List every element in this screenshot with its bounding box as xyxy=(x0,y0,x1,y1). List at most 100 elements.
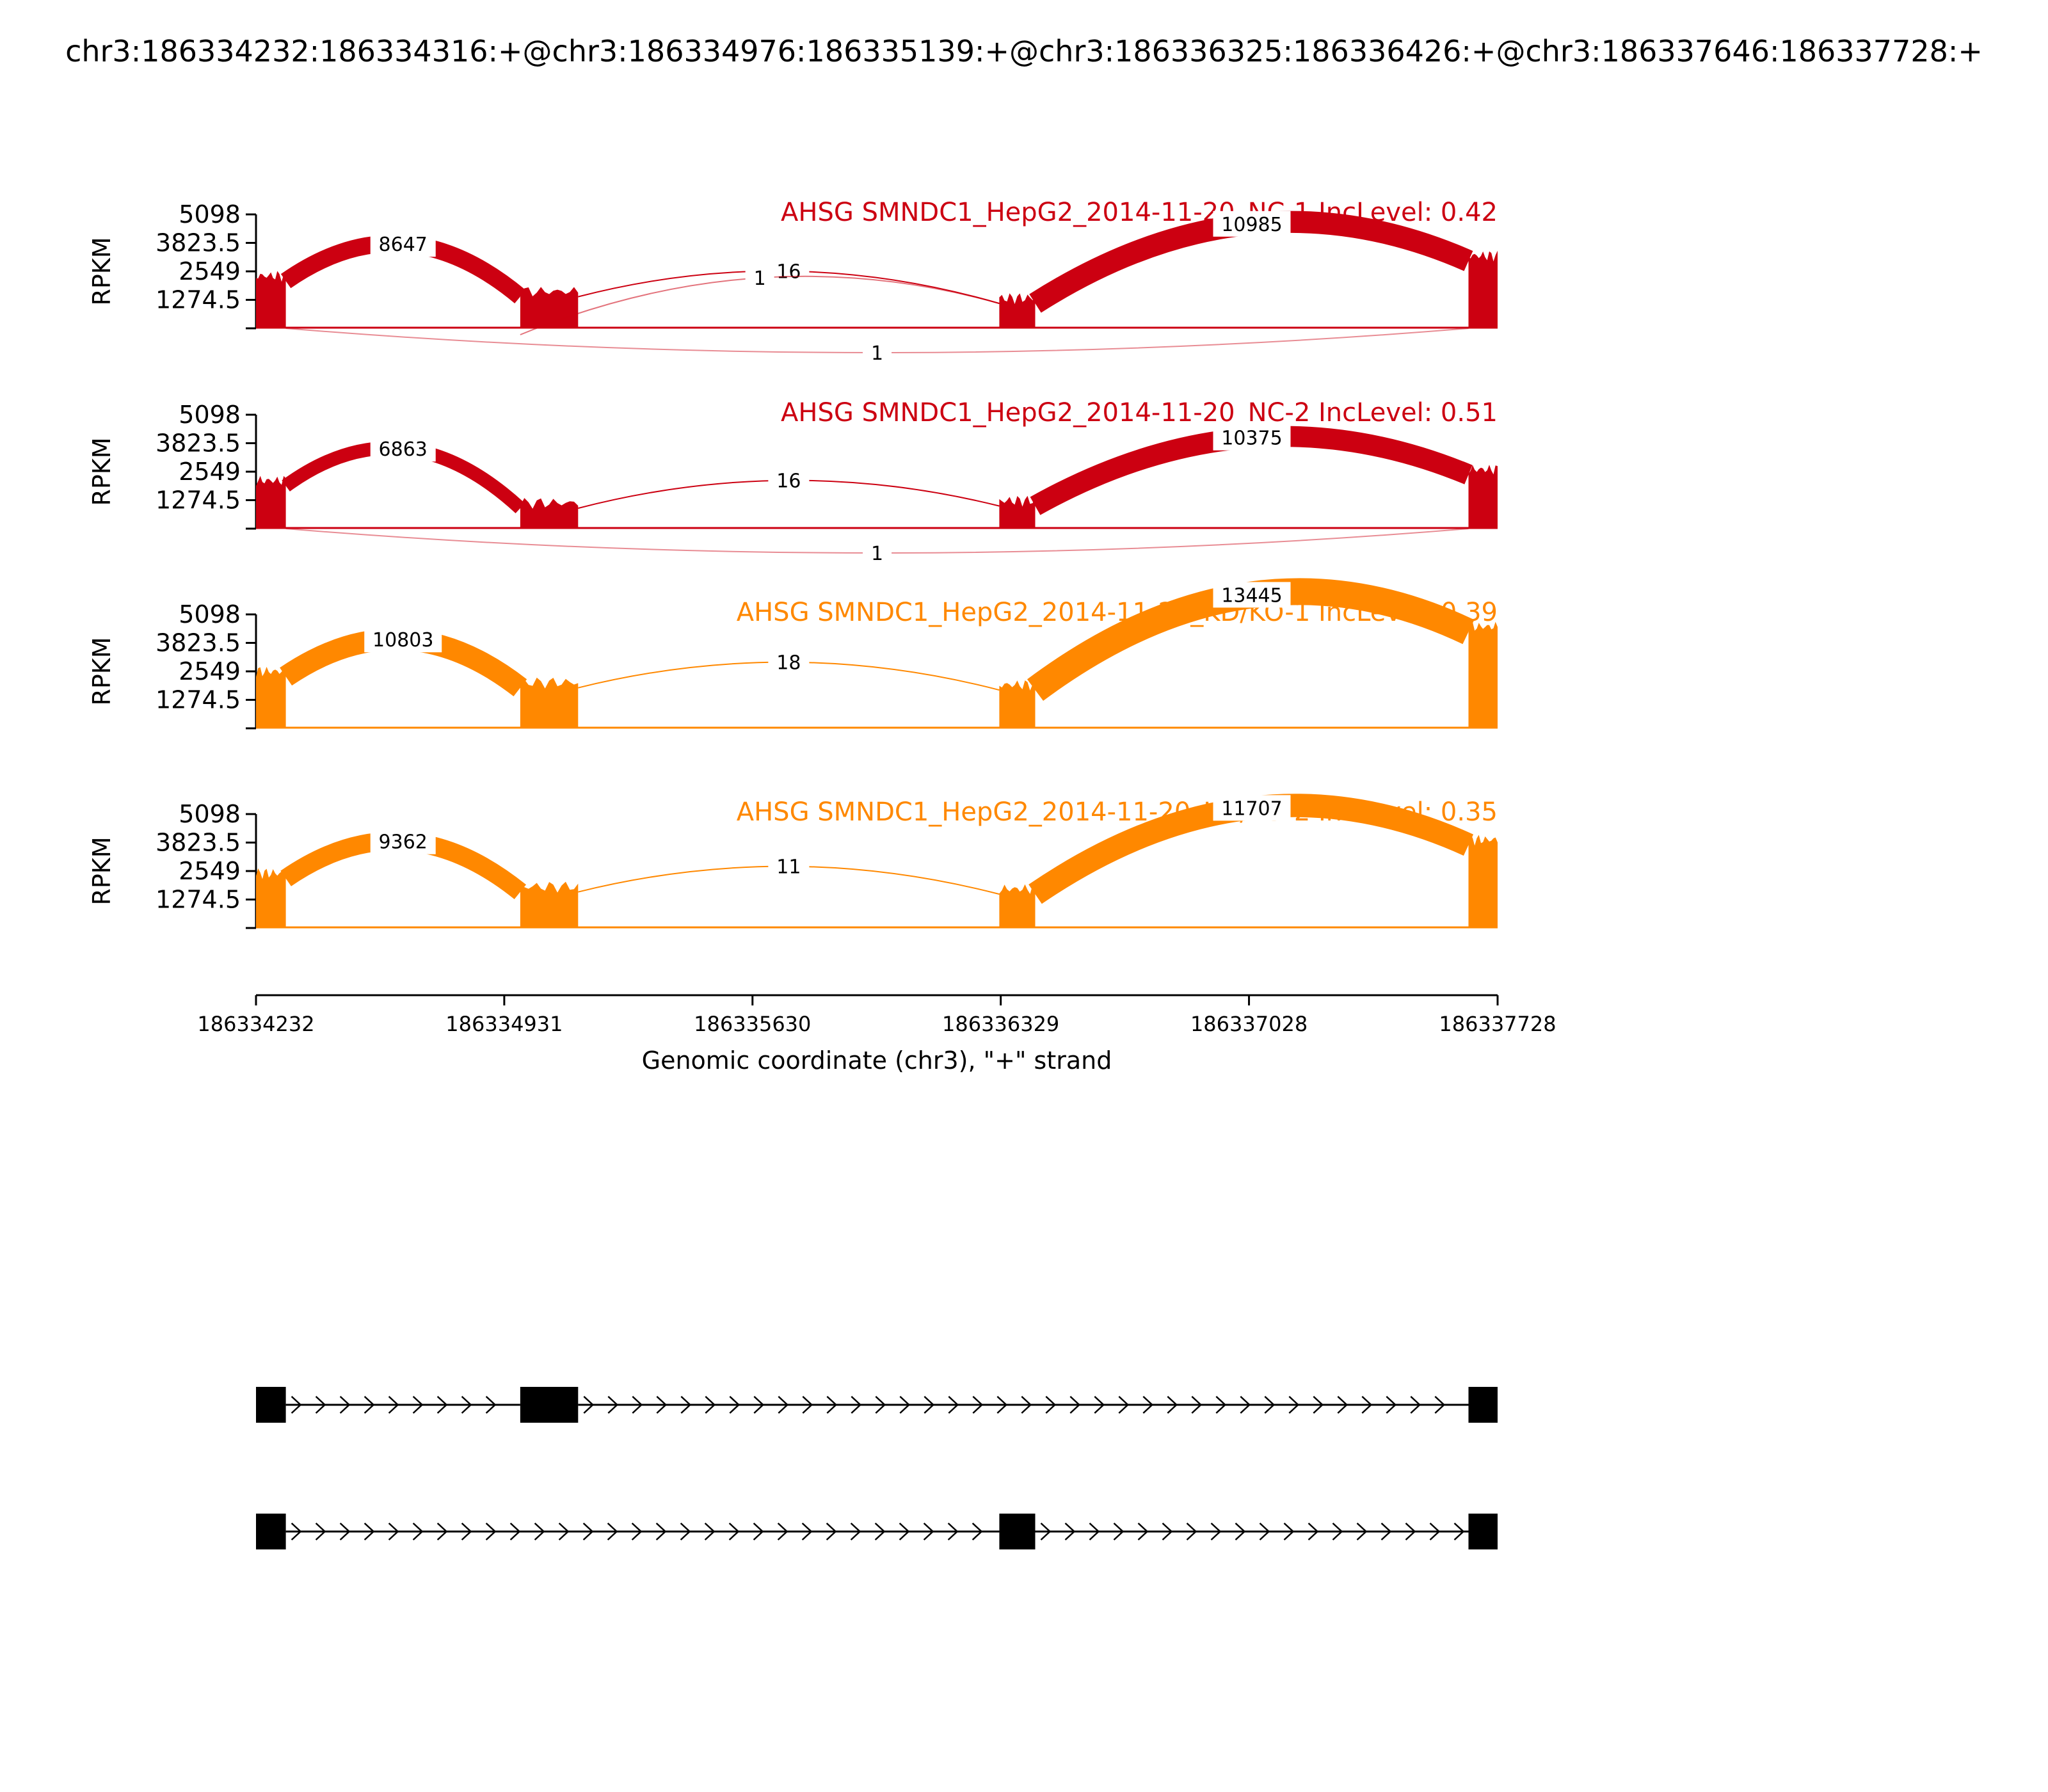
exon-block xyxy=(1468,1514,1498,1549)
y-axis-label: RPKM xyxy=(88,836,116,905)
x-tick-label: 186334232 xyxy=(197,1012,314,1036)
y-tick-label: 1274.5 xyxy=(156,286,241,314)
y-tick-label: 2549 xyxy=(179,657,241,685)
junction-label-background xyxy=(1213,582,1291,608)
strand-arrow xyxy=(1386,1396,1397,1414)
strand-arrow xyxy=(631,1523,643,1540)
strand-arrow xyxy=(1332,1523,1343,1540)
junction-1: 6863 xyxy=(282,436,525,513)
strand-arrow xyxy=(1356,1523,1368,1540)
junction-3: 11707 xyxy=(1028,794,1474,904)
junction-label-background xyxy=(1213,424,1291,451)
strand-arrow xyxy=(1142,1396,1154,1414)
strand-arrow xyxy=(996,1396,1008,1414)
strand-arrow xyxy=(436,1396,448,1414)
figure-title: chr3:186334232:186334316:+@chr3:18633497… xyxy=(65,34,1983,68)
strand-arrow xyxy=(1410,1396,1421,1414)
exon-block xyxy=(256,1514,286,1549)
strand-arrow xyxy=(509,1523,521,1540)
exon-block xyxy=(1468,1387,1498,1423)
strand-arrow xyxy=(1094,1396,1105,1414)
strand-arrow xyxy=(1021,1396,1032,1414)
exon-coverage-1 xyxy=(256,868,286,928)
strand-arrow xyxy=(1337,1396,1348,1414)
junction-count-label: 11707 xyxy=(1221,797,1282,820)
strand-arrow xyxy=(436,1523,448,1540)
strand-arrow xyxy=(1167,1396,1178,1414)
exon-coverage-3 xyxy=(999,293,1036,328)
junction-3: 10375 xyxy=(1030,424,1473,515)
strand-arrow xyxy=(388,1523,399,1540)
strand-arrow xyxy=(291,1396,302,1414)
strand-arrow xyxy=(777,1523,788,1540)
strand-arrow xyxy=(1186,1523,1197,1540)
strand-arrow xyxy=(1308,1523,1319,1540)
strand-arrow xyxy=(972,1523,983,1540)
strand-arrow xyxy=(923,1523,934,1540)
exon-block xyxy=(520,1387,579,1423)
exon-coverage-4 xyxy=(1468,465,1498,529)
junction-4: 1 xyxy=(520,265,1000,335)
junction-label-background xyxy=(364,627,442,653)
strand-arrow xyxy=(1210,1523,1222,1540)
strand-arrow xyxy=(315,1396,326,1414)
exon-coverage-2 xyxy=(520,677,579,728)
junction-label-background xyxy=(370,231,436,257)
strand-arrow xyxy=(607,1523,618,1540)
junction-label-background xyxy=(370,436,436,462)
junction-count-label: 1 xyxy=(871,342,883,365)
strand-arrow xyxy=(1064,1523,1076,1540)
strand-arrow xyxy=(826,1523,837,1540)
strand-arrow xyxy=(802,1396,813,1414)
junction-1: 8647 xyxy=(280,231,526,304)
x-axis: 186334232 186334931 186335630 186336329 1863… xyxy=(197,994,1556,1075)
junction-3: 10985 xyxy=(1029,211,1473,313)
strand-arrow xyxy=(1069,1396,1081,1414)
junction-count-label: 16 xyxy=(776,261,801,284)
strand-arrow xyxy=(875,1396,886,1414)
exon-coverage-3 xyxy=(999,495,1036,529)
junction-1: 9362 xyxy=(280,828,527,900)
strand-arrow xyxy=(339,1523,351,1540)
strand-arrow xyxy=(388,1396,399,1414)
strand-arrow xyxy=(291,1523,302,1540)
y-tick-label: 5098 xyxy=(179,600,241,628)
exon-block xyxy=(256,1387,286,1423)
y-tick-label: 3823.5 xyxy=(156,829,241,857)
exon-coverage-1 xyxy=(256,476,286,529)
strand-arrow xyxy=(1429,1523,1441,1540)
strand-arrow xyxy=(1162,1523,1173,1540)
strand-arrow xyxy=(485,1523,497,1540)
strand-arrow xyxy=(851,1396,862,1414)
strand-arrow xyxy=(1240,1396,1251,1414)
junction-4: 1 xyxy=(285,528,1469,566)
strand-arrow xyxy=(874,1523,886,1540)
y-tick-label: 3823.5 xyxy=(156,429,241,458)
y-tick-label: 3823.5 xyxy=(156,629,241,657)
y-tick-label: 1274.5 xyxy=(156,486,241,515)
strand-arrow xyxy=(412,1396,424,1414)
strand-arrow xyxy=(583,1396,595,1414)
strand-arrow xyxy=(364,1396,375,1414)
strand-arrow xyxy=(582,1523,594,1540)
strand-arrow xyxy=(899,1396,911,1414)
exon-coverage-4 xyxy=(1468,250,1498,328)
strand-arrow xyxy=(801,1523,813,1540)
strand-arrow xyxy=(461,1396,472,1414)
junction-count-label: 13445 xyxy=(1221,584,1282,607)
junction-1: 10803 xyxy=(280,627,527,697)
junction-2: 18 xyxy=(578,649,1000,691)
strand-arrow xyxy=(1259,1523,1270,1540)
strand-arrow xyxy=(1283,1523,1295,1540)
exon-coverage-2 xyxy=(520,498,579,529)
strand-arrow xyxy=(339,1396,351,1414)
strand-arrow xyxy=(899,1523,910,1540)
strand-arrow xyxy=(1040,1523,1052,1540)
strand-arrow xyxy=(753,1523,764,1540)
strand-arrow xyxy=(632,1396,643,1414)
y-axis-label: RPKM xyxy=(88,437,116,506)
y-tick-label: 5098 xyxy=(179,401,241,429)
